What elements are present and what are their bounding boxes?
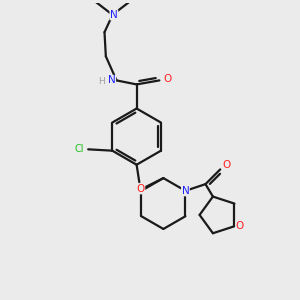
Text: O: O <box>136 184 145 194</box>
Text: H: H <box>98 77 105 86</box>
Text: N: N <box>182 186 189 196</box>
Text: Cl: Cl <box>74 144 84 154</box>
Text: N: N <box>110 10 118 20</box>
Text: N: N <box>108 75 116 85</box>
Text: O: O <box>223 160 231 170</box>
Text: O: O <box>236 221 244 231</box>
Text: O: O <box>163 74 172 84</box>
